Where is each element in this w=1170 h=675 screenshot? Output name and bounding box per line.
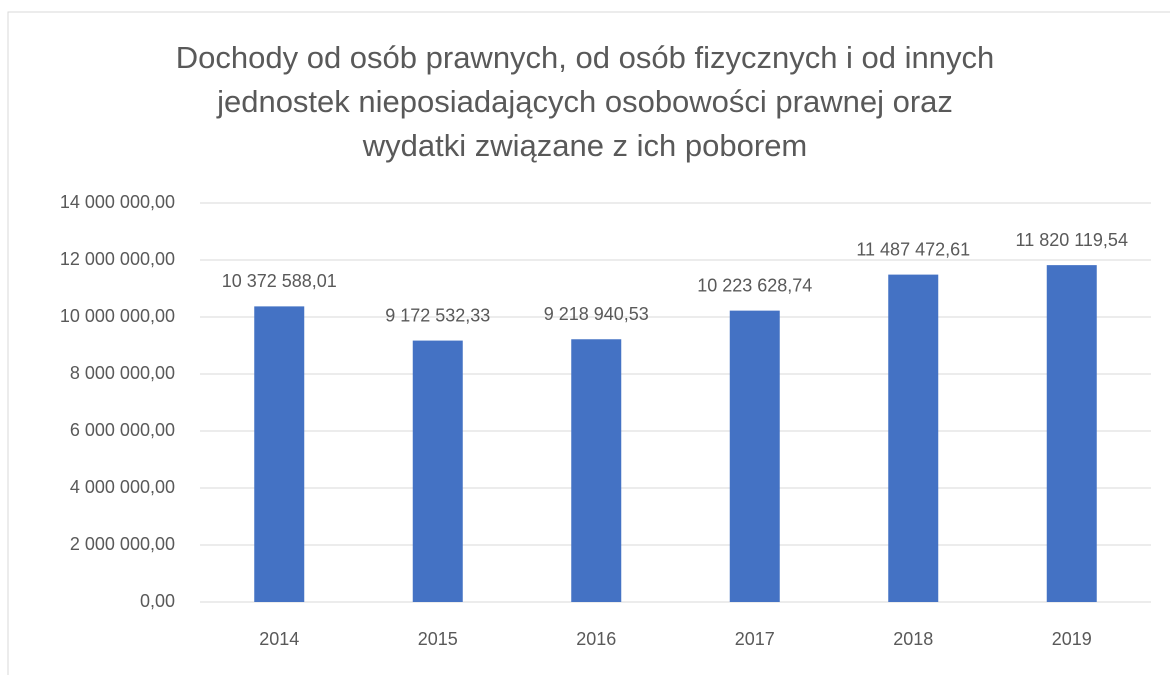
value-label: 9 172 532,33 xyxy=(385,305,490,325)
x-tick-label: 2018 xyxy=(893,629,933,649)
bar xyxy=(729,310,780,602)
y-tick-label: 10 000 000,00 xyxy=(60,306,175,326)
bar xyxy=(888,274,939,602)
chart-title: jednostek nieposiadających osobowości pr… xyxy=(216,84,953,119)
bar xyxy=(1046,265,1097,602)
chart-frame xyxy=(7,11,1170,675)
y-tick-label: 4 000 000,00 xyxy=(70,477,175,497)
x-tick-label: 2015 xyxy=(418,629,458,649)
bar xyxy=(254,306,305,602)
chart-title: Dochody od osób prawnych, od osób fizycz… xyxy=(176,40,995,75)
y-tick-label: 6 000 000,00 xyxy=(70,420,175,440)
bar xyxy=(571,339,622,602)
bar xyxy=(412,340,463,602)
y-tick-label: 8 000 000,00 xyxy=(70,363,175,383)
x-tick-label: 2019 xyxy=(1052,629,1092,649)
x-tick-label: 2014 xyxy=(259,629,299,649)
y-tick-label: 14 000 000,00 xyxy=(60,192,175,212)
value-label: 10 223 628,74 xyxy=(697,275,812,295)
x-tick-label: 2017 xyxy=(735,629,775,649)
y-tick-label: 0,00 xyxy=(140,591,175,611)
value-label: 11 820 119,54 xyxy=(1016,230,1128,250)
value-label: 10 372 588,01 xyxy=(222,271,337,291)
chart-title: wydatki związane z ich poborem xyxy=(362,128,808,163)
value-label: 9 218 940,53 xyxy=(544,304,649,324)
y-tick-label: 12 000 000,00 xyxy=(60,249,175,269)
value-label: 11 487 472,61 xyxy=(856,239,970,259)
y-tick-label: 2 000 000,00 xyxy=(70,534,175,554)
x-tick-label: 2016 xyxy=(576,629,616,649)
